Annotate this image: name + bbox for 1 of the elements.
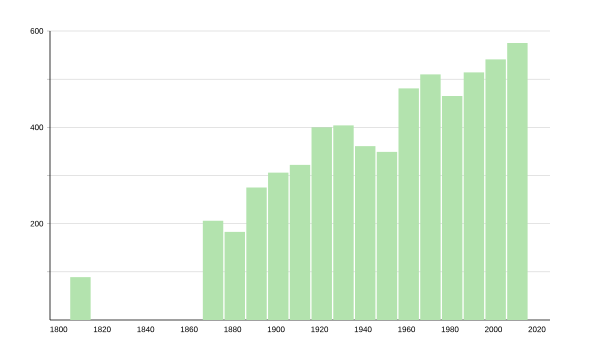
bar: [70, 277, 91, 320]
